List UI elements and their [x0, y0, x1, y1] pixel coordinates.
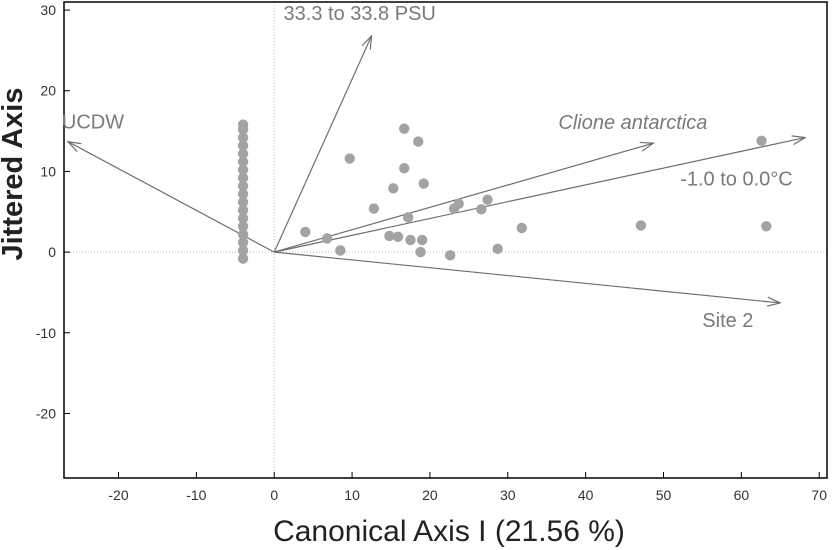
data-point: [344, 153, 355, 164]
reference-lines: [64, 2, 827, 478]
data-point: [761, 221, 772, 232]
y-tick-label: 30: [40, 2, 56, 18]
vector-arrow: [274, 138, 805, 253]
data-point: [237, 132, 249, 143]
data-point: [476, 204, 487, 215]
x-tick-label: 70: [811, 487, 827, 503]
data-point: [237, 245, 249, 256]
data-point: [237, 172, 249, 184]
vector-label: -1.0 to 0.0°C: [680, 169, 793, 191]
data-point: [516, 222, 527, 234]
data-point: [415, 246, 426, 258]
data-point: [237, 119, 249, 130]
data-point: [300, 226, 311, 238]
data-point: [384, 230, 395, 242]
y-tick-label: 20: [40, 83, 56, 99]
data-point: [392, 231, 404, 242]
vector-label: Site 2: [702, 310, 753, 332]
data-point: [237, 156, 249, 167]
data-point: [453, 198, 464, 209]
x-axis-title: Canonical Axis I (21.56 %): [273, 515, 625, 548]
data-point: [388, 183, 399, 194]
data-point: [444, 250, 456, 261]
plot-frame: [63, 1, 828, 479]
data-point: [237, 237, 249, 248]
data-points: [237, 119, 772, 264]
data-point: [368, 203, 380, 214]
x-tick-label: 10: [344, 487, 360, 503]
data-point: [237, 148, 249, 159]
x-tick-label: -10: [186, 487, 206, 503]
data-point: [237, 188, 249, 200]
data-point: [237, 164, 249, 176]
data-point: [402, 212, 414, 223]
vector-label: 33.3 to 33.8 PSU: [284, 3, 436, 25]
data-point: [413, 136, 424, 147]
x-tick-label: 40: [578, 487, 594, 503]
x-tick-label: 0: [270, 487, 278, 503]
data-point: [237, 140, 249, 151]
y-tick-label: -20: [36, 405, 56, 421]
y-tick-label: 0: [48, 244, 56, 260]
data-point: [418, 178, 429, 189]
vector-arrow: [273, 36, 371, 253]
data-point: [399, 162, 410, 174]
vector-label: Clione antarctica: [558, 112, 707, 134]
axes: -20 -10 0 10 20 30 40 50 60 70 -20 -10 0 10 20 30: [36, 1, 828, 503]
x-tick-label: 20: [422, 487, 438, 503]
data-point: [416, 234, 428, 246]
x-tick-label: 50: [656, 487, 672, 503]
data-point: [321, 233, 333, 244]
y-axis-title: Jittered Axis: [0, 88, 29, 261]
data-point: [492, 243, 503, 255]
data-point: [237, 221, 249, 232]
data-point: [237, 180, 249, 192]
vector-label: UCDW: [62, 112, 124, 134]
vector-arrow: [274, 251, 780, 303]
data-point: [399, 123, 410, 134]
data-point: [237, 196, 249, 208]
data-point: [405, 234, 416, 246]
vector-labels: 33.3 to 33.8 PSU UCDW Clione antarctica -1.…: [62, 3, 793, 332]
data-point: [756, 135, 767, 146]
data-point: [482, 194, 493, 205]
data-point: [237, 213, 249, 224]
x-tick-label: -20: [108, 487, 128, 503]
data-point: [635, 220, 647, 231]
x-tick-label: 60: [734, 487, 750, 503]
data-point: [237, 229, 249, 240]
data-point: [335, 245, 346, 256]
y-tick-label: 10: [40, 163, 56, 179]
vector-arrow: [274, 143, 653, 253]
data-point: [237, 253, 249, 264]
x-tick-label: 30: [500, 487, 516, 503]
data-point: [237, 204, 249, 216]
y-tick-label: -10: [36, 325, 56, 341]
